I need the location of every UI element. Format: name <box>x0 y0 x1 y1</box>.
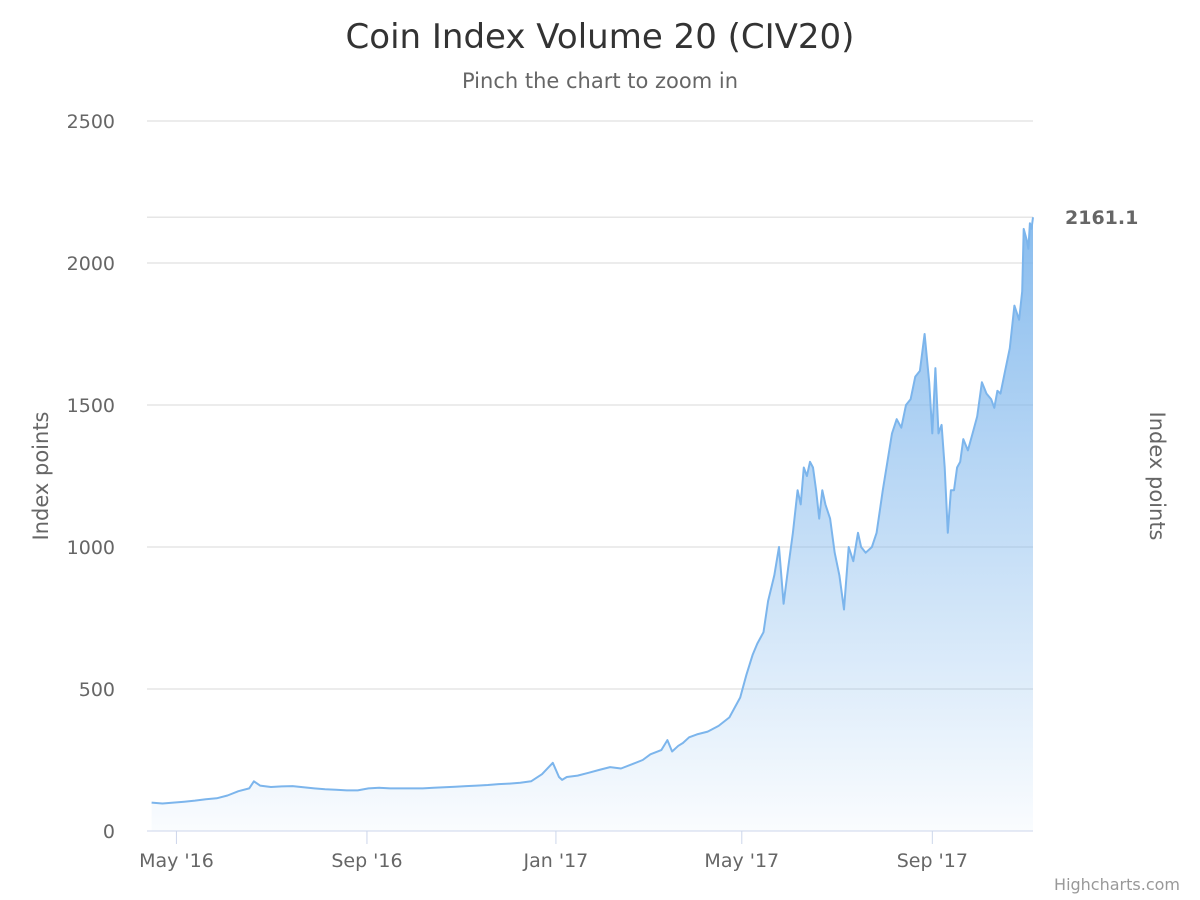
y-tick-label: 1500 <box>67 395 115 417</box>
y-tick-label: 0 <box>103 821 115 843</box>
x-tick-label: Sep '16 <box>331 850 402 872</box>
y-tick-label: 1000 <box>67 537 115 559</box>
x-tick-label: May '16 <box>139 850 214 872</box>
x-tick-label: May '17 <box>704 850 779 872</box>
y-tick-label: 500 <box>79 679 115 701</box>
last-value-label: 2161.1 <box>1065 207 1138 229</box>
y-axis-ticks: 0 500 1000 1500 2000 2500 <box>67 111 115 843</box>
y-axis-title-right: Index points <box>1145 412 1169 541</box>
y-tick-label: 2500 <box>67 111 115 133</box>
chart-title: Coin Index Volume 20 (CIV20) <box>346 17 855 57</box>
series-area <box>151 217 1034 831</box>
x-tick-label: Sep '17 <box>897 850 968 872</box>
plot-area[interactable] <box>151 217 1034 831</box>
series-line[interactable] <box>151 217 1034 805</box>
chart-subtitle: Pinch the chart to zoom in <box>462 69 738 93</box>
y-tick-label: 2000 <box>67 253 115 275</box>
x-axis-ticks: May '16 Sep '16 Jan '17 May '17 Sep '17 <box>139 831 968 872</box>
credits-link[interactable]: Highcharts.com <box>1054 875 1180 894</box>
x-tick-label: Jan '17 <box>523 850 589 872</box>
y-axis-title-left: Index points <box>29 412 53 541</box>
